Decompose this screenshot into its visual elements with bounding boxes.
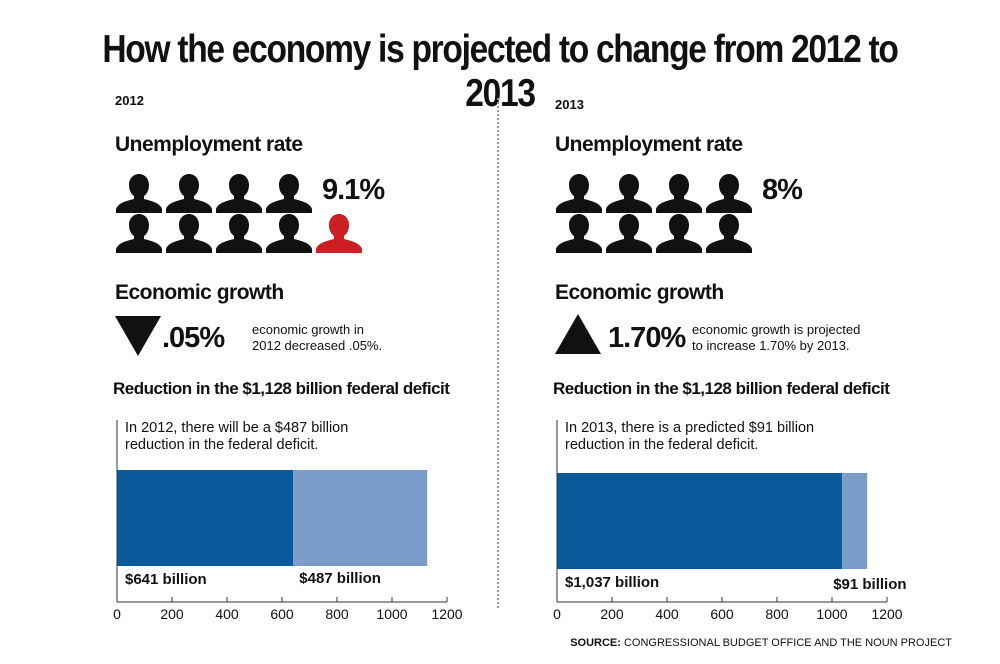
source-label: SOURCE: [570, 637, 621, 649]
deficit-bar-chart: 0 200 400 600 800 1000 1200 $641 billion $487 bi… [113, 420, 463, 620]
bar-label-remaining: $1,037 billion [565, 574, 659, 591]
person-icon [166, 214, 212, 253]
bar-label-reduction: $91 billion [833, 576, 906, 593]
chart-annotation-line1: In 2013, there is a predicted $91 billio… [565, 420, 815, 436]
x-tick-label: 1200 [431, 606, 462, 620]
person-icon [706, 214, 752, 253]
person-icon [266, 174, 312, 213]
person-icon [556, 174, 602, 213]
person-icon [216, 214, 262, 253]
bar-deficit-reduction [842, 473, 868, 569]
bar-label-remaining: $641 billion [125, 571, 207, 588]
chart-annotation-line2: reduction in the federal deficit. [565, 437, 759, 453]
growth-value: .05% [162, 322, 225, 354]
chart-annotation-line1: In 2012, there will be a $487 billion [125, 420, 349, 436]
person-icon [656, 174, 702, 213]
unemployment-value: 9.1% [322, 174, 385, 206]
growth-note-line1: economic growth in [252, 322, 364, 337]
unemployment-heading: Unemployment rate [115, 133, 303, 156]
person-icon [116, 214, 162, 253]
column-divider [497, 98, 499, 608]
x-tick-label: 1000 [816, 606, 847, 620]
x-tick-label: 800 [765, 606, 789, 620]
page-title: How the economy is projected to change f… [102, 28, 899, 115]
x-tick-label: 200 [160, 606, 184, 620]
x-tick-label: 800 [325, 606, 349, 620]
unemployment-value: 8% [762, 174, 803, 206]
source-text: CONGRESSIONAL BUDGET OFFICE AND THE NOUN… [620, 637, 952, 649]
person-icon [606, 214, 652, 253]
year-label: 2013 [555, 97, 584, 112]
x-tick-label: 400 [215, 606, 239, 620]
person-icon [606, 174, 652, 213]
x-tick-label: 0 [113, 606, 121, 620]
deficit-bar-chart: 0 200 400 600 800 1000 1200 $1,037 billion $91 b… [553, 420, 907, 620]
bar-deficit-reduction [293, 470, 428, 566]
x-tick-label: 1000 [376, 606, 407, 620]
unemployment-heading: Unemployment rate [555, 133, 743, 156]
person-icon [266, 214, 312, 253]
growth-value: 1.70% [608, 322, 686, 354]
x-tick-label: 200 [600, 606, 624, 620]
growth-heading: Economic growth [555, 281, 724, 304]
x-tick-label: 0 [553, 606, 561, 620]
person-icon [656, 214, 702, 253]
x-tick-label: 600 [270, 606, 294, 620]
person-icon [706, 174, 752, 213]
chart-annotation-line2: reduction in the federal deficit. [125, 437, 319, 453]
x-tick-label: 1200 [871, 606, 902, 620]
bar-label-reduction: $487 billion [299, 570, 381, 587]
x-tick-label: 600 [710, 606, 734, 620]
source-note: SOURCE: CONGRESSIONAL BUDGET OFFICE AND … [570, 637, 952, 649]
bar-remaining-deficit [117, 470, 294, 566]
bar-remaining-deficit [557, 473, 843, 569]
person-icon [166, 174, 212, 213]
person-icon [216, 174, 262, 213]
growth-note-line1: economic growth is projected [692, 322, 861, 337]
person-icon [116, 174, 162, 213]
triangle-down-icon [115, 316, 161, 356]
growth-note-line2: 2012 decreased .05%. [252, 338, 383, 353]
person-icon [556, 214, 602, 253]
growth-note-line2: to increase 1.70% by 2013. [692, 338, 850, 353]
growth-heading: Economic growth [115, 281, 284, 304]
year-label: 2012 [115, 93, 144, 108]
x-tick-label: 400 [655, 606, 679, 620]
deficit-heading: Reduction in the $1,128 billion federal … [553, 379, 890, 398]
triangle-up-icon [555, 314, 601, 354]
deficit-heading: Reduction in the $1,128 billion federal … [113, 379, 450, 398]
person-icon-unemployed [316, 214, 362, 253]
